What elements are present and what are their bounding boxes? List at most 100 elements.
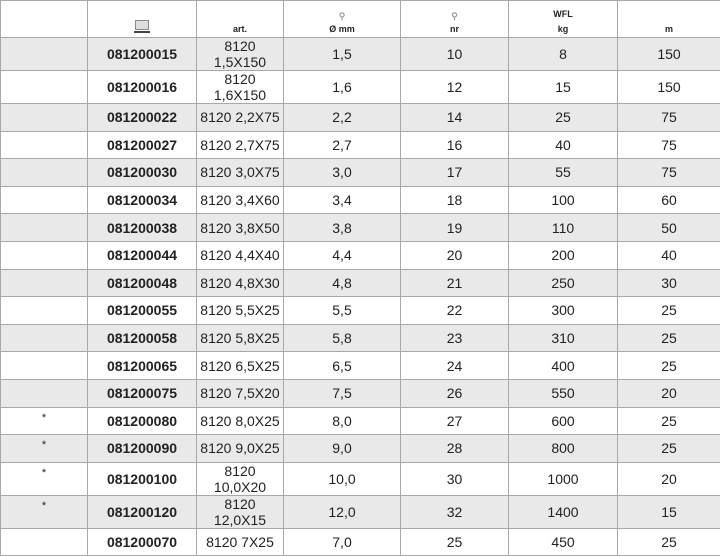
- cell-code: 081200048: [88, 269, 197, 297]
- cell-code: 081200080: [88, 407, 197, 435]
- cell-m: 150: [618, 38, 720, 71]
- cell-diameter: 7,0: [284, 528, 401, 556]
- cell-diameter: 8,0: [284, 407, 401, 435]
- header-label: Ø mm: [329, 24, 355, 34]
- cell-kg: 600: [509, 407, 618, 435]
- cell-nr: 23: [401, 324, 509, 352]
- cell-diameter: 3,4: [284, 186, 401, 214]
- cell-mark: [1, 352, 88, 380]
- cell-m: 25: [618, 435, 720, 463]
- header-label: nr: [450, 24, 459, 34]
- cell-nr: 22: [401, 297, 509, 325]
- cell-mark: [1, 104, 88, 132]
- cell-mark: *: [1, 407, 88, 435]
- cell-art: 8120 3,0X75: [197, 159, 284, 187]
- cell-m: 40: [618, 241, 720, 269]
- cell-nr: 17: [401, 159, 509, 187]
- cell-kg: 15: [509, 71, 618, 104]
- cell-code: 081200022: [88, 104, 197, 132]
- cell-mark: [1, 214, 88, 242]
- cell-mark: *: [1, 435, 88, 463]
- cell-art: 8120 12,0X15: [197, 495, 284, 528]
- cell-kg: 100: [509, 186, 618, 214]
- cell-mark: [1, 131, 88, 159]
- cell-nr: 27: [401, 407, 509, 435]
- cell-code: 081200015: [88, 38, 197, 71]
- header-m: m: [618, 1, 720, 38]
- cell-code: 081200016: [88, 71, 197, 104]
- cell-mark: [1, 241, 88, 269]
- cell-mark: [1, 379, 88, 407]
- cell-art: 8120 5,5X25: [197, 297, 284, 325]
- cell-art: 8120 7,5X20: [197, 379, 284, 407]
- cell-m: 20: [618, 379, 720, 407]
- cell-mark: [1, 324, 88, 352]
- cell-kg: 40: [509, 131, 618, 159]
- cell-kg: 400: [509, 352, 618, 380]
- cell-mark: *: [1, 495, 88, 528]
- cell-diameter: 3,8: [284, 214, 401, 242]
- cell-art: 8120 2,2X75: [197, 104, 284, 132]
- cell-art: 8120 7X25: [197, 528, 284, 556]
- cell-nr: 19: [401, 214, 509, 242]
- cell-kg: 1400: [509, 495, 618, 528]
- cell-m: 25: [618, 407, 720, 435]
- cell-mark: [1, 269, 88, 297]
- header-label: kg: [558, 24, 569, 34]
- cell-diameter: 4,4: [284, 241, 401, 269]
- header-blank: [1, 1, 88, 38]
- cell-nr: 16: [401, 131, 509, 159]
- cell-kg: 800: [509, 435, 618, 463]
- cell-diameter: 3,0: [284, 159, 401, 187]
- cell-nr: 25: [401, 528, 509, 556]
- diameter-icon: ⚲: [284, 11, 400, 22]
- cell-mark: [1, 159, 88, 187]
- cell-kg: 1000: [509, 462, 618, 495]
- cell-kg: 450: [509, 528, 618, 556]
- cell-m: 50: [618, 214, 720, 242]
- cell-kg: 250: [509, 269, 618, 297]
- cell-nr: 14: [401, 104, 509, 132]
- cell-code: 081200058: [88, 324, 197, 352]
- cell-diameter: 6,5: [284, 352, 401, 380]
- cell-nr: 10: [401, 38, 509, 71]
- cell-diameter: 9,0: [284, 435, 401, 463]
- cell-code: 081200100: [88, 462, 197, 495]
- cell-code: 081200030: [88, 159, 197, 187]
- cell-art: 8120 2,7X75: [197, 131, 284, 159]
- cell-m: 60: [618, 186, 720, 214]
- cell-diameter: 5,8: [284, 324, 401, 352]
- header-code: [88, 1, 197, 38]
- cell-m: 15: [618, 495, 720, 528]
- cell-art: 8120 5,8X25: [197, 324, 284, 352]
- cell-diameter: 5,5: [284, 297, 401, 325]
- cell-mark: [1, 528, 88, 556]
- cell-code: 081200055: [88, 297, 197, 325]
- cell-code: 081200038: [88, 214, 197, 242]
- cell-mark: [1, 71, 88, 104]
- computer-icon: [88, 20, 196, 33]
- cell-diameter: 10,0: [284, 462, 401, 495]
- cell-kg: 8: [509, 38, 618, 71]
- cell-nr: 24: [401, 352, 509, 380]
- cell-kg: 55: [509, 159, 618, 187]
- header-nr: ⚲nr: [401, 1, 509, 38]
- cell-art: 8120 8,0X25: [197, 407, 284, 435]
- cell-art: 8120 3,4X60: [197, 186, 284, 214]
- cell-code: 081200075: [88, 379, 197, 407]
- cell-code: 081200090: [88, 435, 197, 463]
- cell-code: 081200034: [88, 186, 197, 214]
- cell-m: 75: [618, 159, 720, 187]
